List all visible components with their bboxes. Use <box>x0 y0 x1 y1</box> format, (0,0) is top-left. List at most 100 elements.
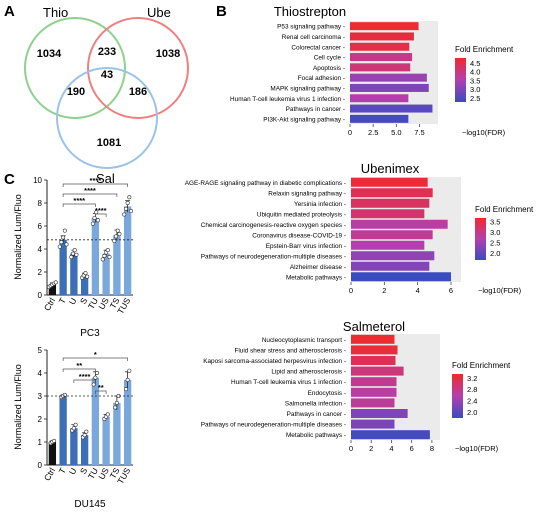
x-tick-label-u: U <box>67 296 79 306</box>
venn-count-thio-ube: 233 <box>98 46 116 58</box>
category-label-relaxin-signaling-pathway: Relaxin signaling pathway - <box>268 190 346 197</box>
category-label-salmonella-infection: Salmonella infection - <box>285 400 346 407</box>
bar-ctrl <box>48 442 57 465</box>
data-point-ctrl <box>53 280 58 285</box>
category-label-pathways-of-neurodegeneration-multiple-diseases: Pathways of neurodegeneration-multiple d… <box>201 422 346 429</box>
panel-label-b: B <box>216 3 227 20</box>
category-label-mapk-signaling-pathway: MAPK signaling pathway - <box>270 85 345 92</box>
data-point-tus <box>129 209 134 214</box>
x-tick-label-t: T <box>57 466 68 476</box>
venn-circle-thio <box>24 17 126 119</box>
bar-lipid-and-atherosclerosis <box>351 366 404 376</box>
legend-tick-label: 3.0 <box>470 85 480 94</box>
bar-p53-signaling-pathway <box>350 22 419 31</box>
category-label-renal-cell-carcinoma: Renal cell carcinoma - <box>282 34 345 41</box>
data-point-u <box>74 252 79 257</box>
x-tick-label-u: U <box>67 466 79 476</box>
category-label-alzheimer-disease: Alzheimer disease - <box>290 264 346 271</box>
venn-count-thio-sal: 190 <box>67 86 85 98</box>
x-tick-label: 0 <box>349 444 353 453</box>
significance-label: **** <box>90 176 102 185</box>
chart-title: Salmeterol <box>343 319 405 334</box>
x-tick-label-ctrl: Ctrl <box>42 296 57 313</box>
data-point-t <box>57 244 62 249</box>
bar-tus <box>123 379 132 465</box>
category-label-metabolic-pathways: Metabolic pathways - <box>286 274 346 281</box>
y-tick-label: 4 <box>38 245 43 254</box>
category-label-colorectal-cancer: Colorectal cancer - <box>291 44 345 51</box>
data-point-tu <box>95 370 100 375</box>
category-label-fluid-shear-stress-and-atherosclerosis: Fluid shear stress and atherosclerosis - <box>234 347 346 354</box>
venn-label-ube: Ube <box>147 5 171 20</box>
bar-colorectal-cancer <box>350 42 410 51</box>
legend-title: Fold Enrichment <box>452 361 511 370</box>
x-tick-label-tu: TU <box>86 466 100 481</box>
data-point-us <box>105 412 110 417</box>
legend-tick-label: 2.0 <box>490 249 500 258</box>
venn-label-thio: Thio <box>43 5 68 20</box>
bar-human-t-cell-leukemia-virus-1-infection <box>351 377 397 387</box>
x-axis-label: −log10(FDR) <box>462 128 506 137</box>
data-point-ts <box>114 400 119 405</box>
data-point-tu <box>91 382 96 387</box>
data-point-t <box>61 235 66 240</box>
significance-bracket <box>62 183 128 187</box>
bar-t <box>59 396 67 465</box>
category-label-cell-cycle: Cell cycle - <box>314 55 345 62</box>
significance-bracket <box>95 390 107 394</box>
significance-bracket <box>73 379 96 383</box>
bar-ctrl <box>48 284 57 295</box>
bar-ts <box>113 402 121 465</box>
bar-tu <box>91 377 100 465</box>
cell-line-title: DU145 <box>74 499 106 510</box>
bar-kaposi-sarcoma-associated-herpesvirus-infection <box>351 356 396 365</box>
x-tick-label-tus: TUS <box>115 296 132 316</box>
x-tick-label: 6 <box>410 444 414 453</box>
y-tick-label: 6 <box>38 222 43 231</box>
data-point-tus <box>125 377 130 382</box>
data-point-tu <box>95 218 100 223</box>
bar-pathways-in-cancer <box>350 104 433 113</box>
legend-colorbar <box>475 218 486 260</box>
x-tick-label: 5.0 <box>391 128 401 137</box>
data-point-tus <box>123 387 128 392</box>
enrichment-chart-salmeterol: Salmeterol Nucleocytoplasmic transport - F… <box>201 319 511 453</box>
bar-epstein-barr-virus-infection <box>351 240 425 250</box>
x-tick-label: 6 <box>449 286 453 295</box>
legend-tick-label: 2.0 <box>467 408 477 417</box>
x-tick-label-tus: TUS <box>115 466 132 486</box>
venn-count-all: 43 <box>101 69 113 81</box>
y-tick-label: 0 <box>38 461 43 470</box>
category-label-ubiquitin-mediated-proteolysis: Ubiquitin mediated proteolysis - <box>257 211 346 218</box>
data-point-u <box>71 426 76 431</box>
bar-pathways-of-neurodegeneration-multiple-diseases <box>351 419 395 429</box>
legend-colorbar <box>455 58 466 102</box>
category-label-human-t-cell-leukemia-virus-1-infection: Human T-cell leukemia virus 1 infection … <box>231 379 346 386</box>
data-point-ts <box>113 405 118 410</box>
x-tick-label: 0 <box>348 128 352 137</box>
y-tick-label: 10 <box>33 176 42 185</box>
bar-relaxin-signaling-pathway <box>351 188 433 198</box>
legend-tick-label: 4.0 <box>470 68 480 77</box>
data-point-tus <box>123 206 128 211</box>
legend-tick-label: 3.5 <box>490 218 500 227</box>
category-label-human-t-cell-leukemia-virus-1-infection: Human T-cell leukemia virus 1 infection … <box>230 96 345 103</box>
category-label-epstein-barr-virus-infection: Epstein-Barr virus infection - <box>266 243 346 250</box>
data-point-tus <box>122 212 127 217</box>
venn-diagram: Thio Ube Sal 1034 1038 1081 233 190 186 … <box>24 5 189 186</box>
panel-label-a: A <box>4 3 15 20</box>
x-tick-label: 7.5 <box>414 128 424 137</box>
legend-tick-label: 2.5 <box>470 94 480 103</box>
y-axis-label: Normalized Lum/Fluo <box>13 194 23 280</box>
data-point-u <box>72 248 77 253</box>
venn-circle-ube <box>87 17 189 119</box>
y-tick-label: 4 <box>38 369 43 378</box>
category-label-kaposi-sarcoma-associated-herpesvirus-infection: Kaposi sarcoma-associated herpesvirus in… <box>203 358 346 365</box>
bar-mapk-signaling-pathway <box>350 83 429 92</box>
y-tick-label: 8 <box>38 199 43 208</box>
x-tick-label-t: T <box>57 296 68 306</box>
data-point-t <box>64 242 69 247</box>
category-label-nucleocytoplasmic-transport: Nucleocytoplasmic transport - <box>262 337 346 344</box>
